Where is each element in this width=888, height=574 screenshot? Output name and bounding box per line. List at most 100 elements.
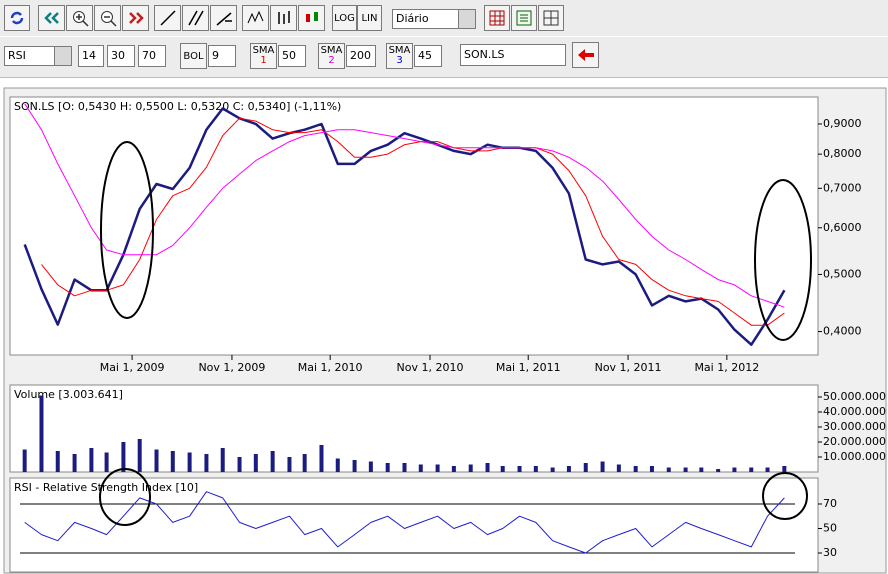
- sma-input[interactable]: 200: [346, 45, 376, 67]
- bar-chart-button[interactable]: [270, 5, 297, 31]
- sma-button[interactable]: SMA 3: [386, 43, 413, 69]
- symbol-input[interactable]: SON.LS: [460, 44, 566, 66]
- indicator-select[interactable]: RSI: [4, 46, 72, 66]
- volume-bar: [170, 451, 175, 472]
- y-tick-label: 0,9000: [823, 117, 862, 130]
- bollinger-button[interactable]: BOL: [180, 43, 207, 69]
- y-tick-label: 40.000.000: [823, 405, 886, 418]
- sma-label: SMA: [320, 45, 343, 56]
- layout-button[interactable]: [538, 5, 564, 31]
- sma-input[interactable]: 50: [278, 45, 306, 67]
- volume-bar: [39, 395, 44, 472]
- panel-title: SON.LS [O: 0,5430 H: 0,5500 L: 0,5320 C:…: [14, 100, 341, 113]
- annotations: [99, 141, 812, 526]
- zoom-out-button[interactable]: [94, 5, 121, 31]
- draw-hline-button[interactable]: [210, 5, 237, 31]
- sma-input[interactable]: 45: [414, 45, 442, 67]
- y-tick-label: 20.000.000: [823, 435, 886, 448]
- volume-bar: [633, 466, 638, 472]
- toolbar-indicators: RSI 14 30 70 BOL 9 SMA 1 50 SMA 2 200 SMA 3…: [0, 37, 888, 78]
- plots: SON.LS [O: 0,5430 H: 0,5500 L: 0,5320 C:…: [14, 100, 886, 559]
- volume-bar: [402, 463, 407, 472]
- scroll-right-button[interactable]: [122, 5, 149, 31]
- icon: [305, 12, 318, 22]
- volume-bar: [55, 451, 60, 472]
- volume-bar: [566, 466, 571, 472]
- dropdown-arrow: [54, 47, 71, 65]
- grid-button[interactable]: [484, 5, 510, 31]
- volume-bar: [782, 466, 787, 472]
- y-tick-label: 50.000.000: [823, 390, 886, 403]
- volume-bar: [418, 464, 423, 472]
- y-tick-label: 0,5000: [823, 267, 862, 280]
- go-button[interactable]: [572, 42, 599, 68]
- param-input[interactable]: 30: [107, 45, 135, 67]
- volume-bar: [204, 454, 209, 472]
- volume-bar: [600, 461, 605, 472]
- volume-bar: [270, 451, 275, 472]
- annotation-ellipse: [762, 472, 808, 520]
- candle-chart-button[interactable]: [298, 5, 325, 31]
- y-tick-label: 0,6000: [823, 221, 862, 234]
- volume-bar: [517, 466, 522, 472]
- icon: [43, 12, 59, 24]
- volume-bar: [352, 460, 357, 472]
- volume-bar: [616, 464, 621, 472]
- icon: [216, 12, 232, 26]
- draw-line-button[interactable]: [154, 5, 181, 31]
- volume-bar: [104, 452, 109, 472]
- scroll-left-button[interactable]: [38, 5, 65, 31]
- volume-bar: [683, 467, 688, 472]
- chart-area: SON.LS [O: 0,5430 H: 0,5500 L: 0,5320 C:…: [3, 87, 887, 574]
- icon: [247, 10, 263, 24]
- volume-bar: [253, 454, 258, 472]
- panel-title: Volume [3.003.641]: [14, 388, 123, 401]
- volume-bar: [22, 449, 27, 472]
- refresh-icon: [10, 11, 24, 25]
- y-tick-label: 0,8000: [823, 147, 862, 160]
- sma-button[interactable]: SMA 1: [250, 43, 277, 69]
- param-input[interactable]: 14: [78, 45, 104, 67]
- volume-bar: [187, 452, 192, 472]
- volume-bar: [716, 469, 721, 472]
- param-input[interactable]: 70: [138, 45, 166, 67]
- y-tick-label: 70: [823, 497, 837, 510]
- volume-panel: [9, 384, 819, 473]
- sma-number: 1: [260, 55, 267, 66]
- volume-bar: [368, 461, 373, 472]
- sma-button[interactable]: SMA 2: [318, 43, 345, 69]
- indicator-value: RSI: [8, 49, 26, 62]
- volume-bar: [485, 463, 490, 472]
- volume-bar: [319, 445, 324, 472]
- volume-bar: [500, 466, 505, 472]
- x-tick-label: Mai 1, 2010: [298, 361, 363, 374]
- lin-button[interactable]: LIN: [357, 5, 382, 31]
- refresh-button[interactable]: [4, 5, 30, 31]
- volume-bar: [666, 467, 671, 472]
- icon: [516, 10, 532, 26]
- log-button[interactable]: LOG: [332, 5, 357, 31]
- period-select[interactable]: Diário: [392, 9, 476, 29]
- x-tick-label: Mai 1, 2012: [694, 361, 759, 374]
- toolbar-main: LOG LIN Diário: [0, 0, 888, 36]
- volume-bar: [435, 464, 440, 472]
- volume-bar: [699, 467, 704, 472]
- zoom-in-button[interactable]: [66, 5, 93, 31]
- bollinger-input[interactable]: 9: [208, 45, 236, 67]
- line-chart-button[interactable]: [242, 5, 269, 31]
- y-tick-label: 50: [823, 521, 837, 534]
- volume-bar: [89, 448, 94, 472]
- annotation-ellipse: [754, 179, 812, 341]
- icon: [489, 10, 505, 26]
- legend-button[interactable]: [511, 5, 537, 31]
- volume-bar: [732, 467, 737, 472]
- x-tick-label: Nov 1, 2009: [198, 361, 265, 374]
- volume-bar: [451, 466, 456, 472]
- sma-number: 3: [396, 55, 403, 66]
- icon: [277, 11, 290, 24]
- draw-channel-button[interactable]: [182, 5, 209, 31]
- annotation-ellipse: [99, 468, 151, 526]
- volume-bar: [583, 463, 588, 472]
- volume-bar: [533, 466, 538, 472]
